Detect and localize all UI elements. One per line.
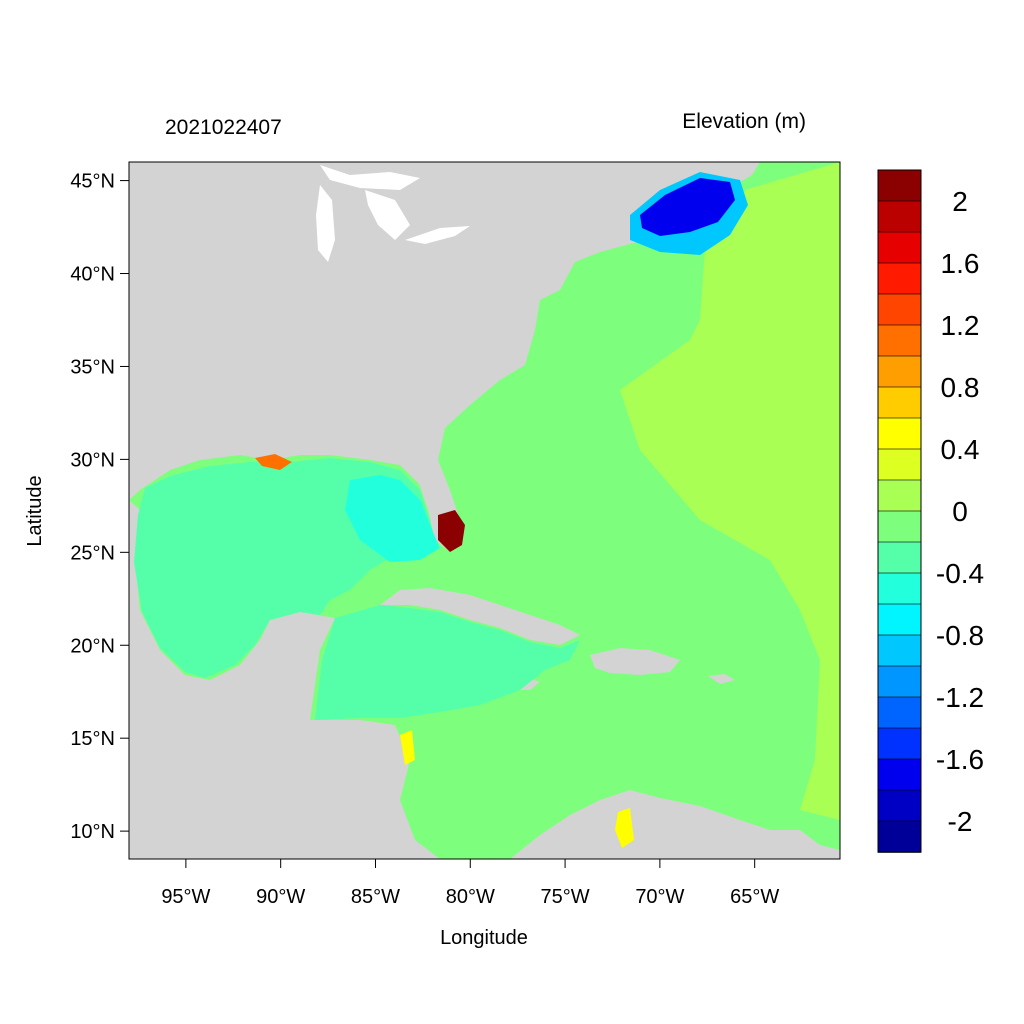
land-north-america <box>129 162 760 545</box>
land-puerto-rico <box>708 674 735 684</box>
x-tick-label: 85°W <box>351 886 400 908</box>
land-cuba <box>380 588 580 645</box>
colorbar-tick-label: -1.6 <box>936 744 984 775</box>
x-tick-label: 70°W <box>635 886 684 908</box>
y-tick-label: 30°N <box>70 449 115 471</box>
colorbar-swatch <box>877 696 922 729</box>
florida-shelf-water <box>345 475 440 562</box>
colorbar-swatch <box>877 448 922 481</box>
colorbar-tick-label: -1.2 <box>936 682 984 713</box>
colorbar-tick-label: 1.6 <box>941 248 980 279</box>
x-tick-label: 65°W <box>730 886 779 908</box>
colorbar-swatch <box>877 200 922 233</box>
colorbar-swatch <box>877 758 922 791</box>
y-tick-label: 35°N <box>70 356 115 378</box>
colorbar-swatch <box>877 665 922 698</box>
timestamp-label: 2021022407 <box>165 116 282 139</box>
colorbar-tick-label: -0.4 <box>936 558 984 589</box>
nicaragua-coastal-surge <box>400 730 415 765</box>
y-axis-label: Latitude <box>24 475 46 546</box>
colorbar-tick-label: -0.8 <box>936 620 984 651</box>
colorbar-swatch <box>877 789 922 822</box>
colorbar-swatch <box>877 820 922 853</box>
colorbar-swatch <box>877 355 922 388</box>
colorbar-swatch <box>877 231 922 264</box>
colorbar-swatch <box>877 603 922 636</box>
colorbar-frame <box>877 169 922 853</box>
colorbar-tick-label: 2 <box>952 186 968 217</box>
colorbar-swatch <box>877 169 922 202</box>
x-axis: 95°W 90°W 85°W 80°W 75°W 70°W 65°W <box>161 859 779 908</box>
colorbar-swatch <box>877 541 922 574</box>
colorbar-swatch <box>877 634 922 667</box>
louisiana-positive-surge <box>255 454 292 470</box>
y-tick-label: 45°N <box>70 171 115 193</box>
venezuela-coastal-surge <box>615 808 634 848</box>
florida-positive-surge <box>438 510 465 552</box>
caribbean-water <box>315 605 580 720</box>
east-atlantic-region <box>620 162 840 820</box>
land-mexico-central-america <box>129 500 440 859</box>
x-tick-label: 90°W <box>256 886 305 908</box>
great-lake-michigan <box>316 185 335 262</box>
great-lake-superior <box>320 165 420 190</box>
colorbar-tick-label: 0 <box>952 496 968 527</box>
y-axis: 45°N 40°N 35°N 30°N 25°N 20°N 15°N 10°N <box>70 171 129 843</box>
x-tick-label: 95°W <box>161 886 210 908</box>
y-tick-label: 20°N <box>70 635 115 657</box>
colorbar-swatch <box>877 479 922 512</box>
colorbar-tick-label: 1.2 <box>941 310 980 341</box>
colorbar-swatch <box>877 727 922 760</box>
colorbar-swatch <box>877 293 922 326</box>
x-tick-label: 80°W <box>446 886 495 908</box>
y-tick-label: 10°N <box>70 821 115 843</box>
colorbar-tick-label: 0.4 <box>941 434 980 465</box>
map-panel <box>129 162 840 859</box>
x-tick-label: 75°W <box>541 886 590 908</box>
land-hispaniola <box>590 648 680 675</box>
land-south-america <box>510 790 840 859</box>
gulf-of-maine-surge <box>640 178 735 236</box>
colorbar <box>877 169 922 853</box>
y-tick-label: 15°N <box>70 728 115 750</box>
great-lake-erie <box>405 226 470 244</box>
y-tick-label: 40°N <box>70 264 115 286</box>
great-lake-huron <box>365 190 410 240</box>
colorbar-title: Elevation (m) <box>682 110 806 133</box>
colorbar-tick-label: 0.8 <box>941 372 980 403</box>
plot-frame <box>128 161 841 860</box>
colorbar-ticks: 2 1.6 1.2 0.8 0.4 0 -0.4 -0.8 -1.2 -1.6 -2 <box>936 186 984 837</box>
colorbar-swatch <box>877 262 922 295</box>
colorbar-swatch <box>877 386 922 419</box>
colorbar-swatch <box>877 324 922 357</box>
colorbar-tick-label: -2 <box>948 806 973 837</box>
colorbar-swatch <box>877 510 922 543</box>
x-axis-label: Longitude <box>440 927 528 949</box>
colorbar-swatch <box>877 417 922 450</box>
y-tick-label: 25°N <box>70 542 115 564</box>
colorbar-swatch <box>877 572 922 605</box>
